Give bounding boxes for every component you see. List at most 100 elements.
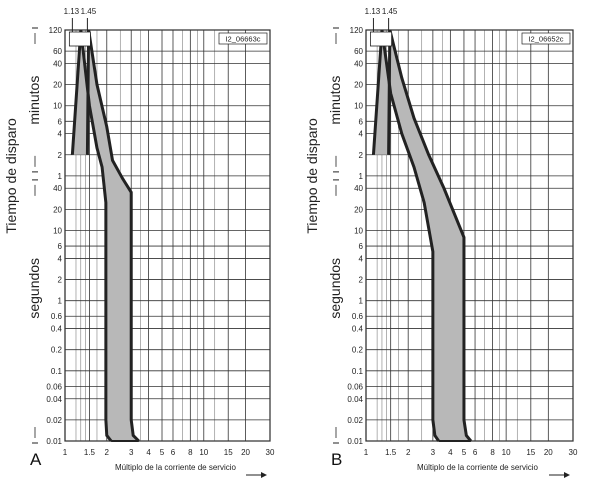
y-tick-label-seconds: 0.4: [51, 325, 63, 334]
y-tick-label-seconds: 2: [359, 276, 364, 285]
trip-band-fill: [373, 30, 471, 441]
y-tick-label-seconds: 0.6: [352, 312, 364, 321]
y-tick-label-seconds: 0.6: [51, 312, 63, 321]
y-tick-label-minutes: 1: [58, 172, 63, 181]
y-tick-label-seconds: 40: [354, 184, 363, 193]
x-axis-title: Múltiplo de la corriente de servicio: [115, 463, 236, 472]
y-axis-title: Tiempo de disparo: [304, 118, 320, 234]
y-axis-minutes-label: minutos: [327, 76, 343, 125]
y-tick-label-minutes: 60: [354, 47, 363, 56]
marker-label: 1.45: [81, 7, 97, 16]
y-tick-label-seconds: 0.2: [352, 346, 364, 355]
y-tick-label-seconds: 0.04: [347, 395, 363, 404]
y-axis-title: Tiempo de disparo: [3, 118, 19, 234]
x-tick-label: 6: [473, 448, 478, 457]
y-tick-label-seconds: 10: [53, 226, 62, 235]
y-axis-seconds-label: segundos: [327, 258, 343, 319]
y-tick-label-seconds: 0.01: [347, 437, 363, 446]
y-tick-label-minutes: 2: [58, 151, 63, 160]
y-tick-label-minutes: 60: [53, 47, 62, 56]
chart-panel-b: 1 1.5 2 3 4 5 6 8 10 15 20 301246102040601200.010.0…: [304, 7, 578, 478]
x-tick-label: 30: [266, 448, 275, 457]
panel-letter: A: [30, 450, 42, 469]
y-tick-label-minutes: 2: [359, 151, 364, 160]
x-tick-label: 1.5: [84, 448, 96, 457]
y-tick-label-seconds: 0.02: [347, 416, 363, 425]
figure-code: I2_06652c: [528, 35, 563, 44]
y-tick-label-minutes: 10: [53, 102, 62, 111]
y-axis-minutes-label: minutos: [26, 76, 42, 125]
x-tick-label: 8: [490, 448, 495, 457]
y-tick-label-seconds: 40: [53, 184, 62, 193]
y-tick-label-seconds: 0.4: [352, 325, 364, 334]
y-tick-label-minutes: 10: [354, 102, 363, 111]
y-tick-label-seconds: 6: [359, 242, 364, 251]
y-tick-label-minutes: 6: [359, 117, 364, 126]
y-tick-label-minutes: 1: [359, 172, 364, 181]
trip-band-lower-edge: [70, 29, 113, 442]
x-tick-label: 8: [188, 448, 193, 457]
x-tick-label: 1: [63, 448, 68, 457]
y-tick-label-minutes: 120: [49, 26, 63, 35]
y-tick-label-seconds: 0.01: [46, 437, 62, 446]
trip-band-upper-edge: [85, 29, 140, 443]
x-tick-label: 10: [502, 448, 511, 457]
y-tick-label-seconds: 4: [359, 254, 364, 263]
y-tick-label-seconds: 1: [58, 297, 63, 306]
y-tick-label-minutes: 40: [53, 59, 62, 68]
y-tick-label-minutes: 40: [354, 59, 363, 68]
x-tick-label: 2: [406, 448, 411, 457]
x-tick-label: 4: [448, 448, 453, 457]
x-tick-label: 15: [224, 448, 233, 457]
y-tick-label-minutes: 20: [354, 81, 363, 90]
panel-letter: B: [331, 450, 342, 469]
x-tick-label: 5: [160, 448, 165, 457]
y-axis-seconds-label: segundos: [26, 258, 42, 319]
y-tick-label-minutes: 120: [350, 26, 364, 35]
y-tick-label-seconds: 0.06: [46, 382, 62, 391]
x-tick-label: 1.5: [385, 448, 397, 457]
figure-code: I2_06663c: [225, 35, 260, 44]
x-tick-label: 20: [241, 448, 250, 457]
y-tick-label-seconds: 6: [58, 242, 63, 251]
y-tick-label-seconds: 1: [359, 297, 364, 306]
y-tick-label-seconds: 0.02: [46, 416, 62, 425]
y-tick-label-seconds: 0.2: [51, 346, 63, 355]
x-tick-label: 4: [146, 448, 151, 457]
marker-box: [370, 31, 393, 47]
x-tick-label: 20: [544, 448, 553, 457]
y-tick-label-minutes: 6: [58, 117, 63, 126]
marker-box: [68, 31, 91, 47]
x-tick-label: 30: [569, 448, 578, 457]
x-tick-label: 5: [462, 448, 467, 457]
x-tick-label: 3: [431, 448, 436, 457]
trip-band-lower-edge: [371, 29, 440, 442]
y-tick-label-minutes: 20: [53, 81, 62, 90]
x-tick-label: 3: [129, 448, 134, 457]
chart-panel-a: 1 1.5 2 3 4 5 6 8 10 15 20 301246102040601200.010.0…: [3, 7, 275, 478]
marker-label: 1.45: [382, 7, 398, 16]
y-tick-label-seconds: 0.04: [46, 395, 62, 404]
y-tick-label-seconds: 0.06: [347, 382, 363, 391]
x-tick-label: 2: [105, 448, 110, 457]
y-tick-label-seconds: 4: [58, 254, 63, 263]
y-tick-label-seconds: 20: [354, 205, 363, 214]
x-tick-label: 15: [526, 448, 535, 457]
figure-code-box: [521, 32, 571, 45]
y-tick-label-seconds: 2: [58, 276, 63, 285]
y-tick-label-seconds: 10: [354, 226, 363, 235]
y-tick-label-seconds: 0.1: [352, 367, 364, 376]
marker-label: 1.13: [365, 7, 381, 16]
x-tick-label: 10: [199, 448, 208, 457]
x-axis-title: Múltiplo de la corriente de servicio: [417, 463, 538, 472]
x-tick-label: 6: [171, 448, 176, 457]
x-tick-label: 1: [364, 448, 369, 457]
y-tick-label-seconds: 0.1: [51, 367, 63, 376]
trip-band-fill: [72, 30, 139, 441]
trip-band-upper-edge: [387, 29, 473, 442]
y-tick-label-seconds: 20: [53, 205, 62, 214]
y-tick-label-minutes: 4: [58, 130, 63, 139]
figure-code-box: [218, 32, 268, 45]
y-tick-label-minutes: 4: [359, 130, 364, 139]
